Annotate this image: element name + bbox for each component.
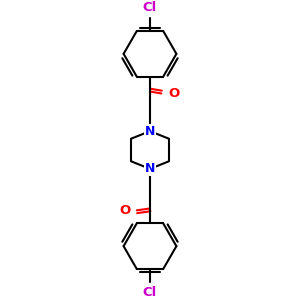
Text: O: O	[168, 87, 179, 100]
Text: N: N	[145, 162, 155, 176]
Text: Cl: Cl	[143, 1, 157, 14]
Text: N: N	[145, 124, 155, 138]
Text: Cl: Cl	[143, 286, 157, 299]
Text: O: O	[119, 204, 130, 217]
